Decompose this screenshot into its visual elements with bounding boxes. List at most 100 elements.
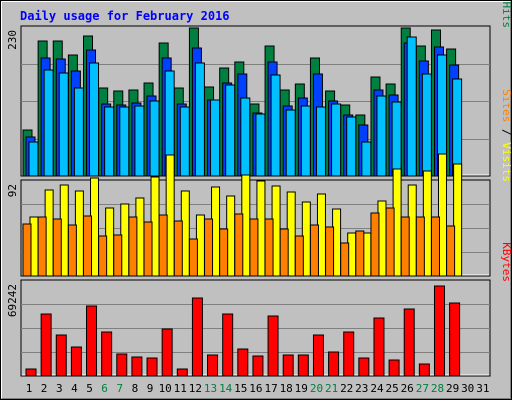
- bar-sites: [67, 224, 77, 277]
- day-label: 22: [340, 382, 353, 395]
- bar-pages: [331, 103, 342, 177]
- panel-y-label: KBytes: [500, 242, 512, 282]
- bar-kbytes: [388, 359, 400, 377]
- bar-kbytes: [55, 334, 67, 377]
- series-pages: [28, 36, 463, 177]
- day-label: 17: [264, 382, 277, 395]
- day-label: 31: [476, 382, 489, 395]
- bar-pages: [119, 106, 130, 177]
- bar-sites: [83, 215, 93, 277]
- bar-pages: [73, 87, 84, 177]
- bar-kbytes: [373, 317, 385, 377]
- bar-pages: [452, 78, 463, 177]
- bar-kbytes: [176, 368, 188, 377]
- bar-sites: [400, 216, 410, 277]
- day-label: 23: [355, 382, 368, 395]
- bar-pages: [270, 74, 281, 177]
- bar-sites: [22, 223, 32, 277]
- bar-pages: [315, 106, 326, 177]
- bar-sites: [340, 242, 350, 277]
- day-label: 30: [461, 382, 474, 395]
- bar-pages: [43, 69, 54, 177]
- panel-y-label: Sites / Visits: [500, 89, 512, 182]
- bar-pages: [28, 141, 39, 177]
- bar-kbytes: [449, 302, 461, 377]
- y-label-part: Hits: [500, 2, 512, 29]
- day-label: 16: [249, 382, 262, 395]
- day-label: 12: [189, 382, 202, 395]
- bar-pages: [58, 72, 69, 177]
- bar-kbytes: [312, 334, 324, 377]
- bar-kbytes: [131, 356, 143, 377]
- bar-kbytes: [101, 331, 113, 377]
- bar-pages: [376, 95, 387, 177]
- day-label: 7: [116, 382, 123, 395]
- bar-kbytes: [161, 328, 173, 377]
- bar-kbytes: [252, 355, 264, 377]
- bar-sites: [52, 218, 62, 277]
- bar-sites: [279, 228, 289, 277]
- series-kbytes: [25, 285, 461, 377]
- bar-kbytes: [222, 313, 234, 377]
- bar-pages: [406, 36, 417, 177]
- bar-pages: [300, 105, 311, 177]
- bar-sites: [385, 207, 395, 277]
- bar-kbytes: [25, 368, 37, 377]
- bar-kbytes: [403, 308, 415, 377]
- bar-sites: [325, 226, 335, 277]
- max-value-label: 230: [6, 30, 19, 50]
- bar-pages: [179, 106, 190, 177]
- day-label: 4: [71, 382, 78, 395]
- chart-panels: 230 Pages / Files / Hits 92 Sites / Visits 6…: [6, 0, 512, 377]
- panel-y-label: Pages / Files / Hits: [500, 0, 512, 28]
- day-label: 8: [132, 382, 139, 395]
- bar-sites: [249, 218, 259, 277]
- bar-kbytes: [358, 357, 370, 377]
- bar-kbytes: [282, 354, 294, 377]
- bar-visits: [437, 153, 447, 277]
- day-label: 11: [174, 382, 187, 395]
- bar-pages: [285, 109, 296, 177]
- bar-pages: [210, 99, 221, 177]
- bar-sites: [415, 216, 425, 277]
- panel-hits_files_pages: 230 Pages / Files / Hits: [6, 0, 512, 177]
- chart-title: Daily usage for February 2016: [20, 9, 230, 23]
- bar-kbytes: [297, 354, 309, 377]
- bar-kbytes: [116, 353, 128, 377]
- bar-sites: [98, 235, 108, 277]
- bar-visits: [453, 163, 463, 277]
- bar-pages: [346, 116, 357, 177]
- y-label-part: KBytes: [500, 242, 512, 282]
- bar-sites: [37, 216, 47, 277]
- day-label: 1: [26, 382, 33, 395]
- day-label: 19: [295, 382, 308, 395]
- bar-sites: [264, 218, 274, 277]
- day-label: 21: [325, 382, 338, 395]
- bar-pages: [255, 113, 266, 177]
- bar-kbytes: [433, 285, 445, 377]
- bar-kbytes: [328, 351, 340, 377]
- bar-sites: [309, 224, 319, 277]
- day-label: 5: [86, 382, 93, 395]
- panel-kbytes: 69242 KBytes: [6, 242, 512, 377]
- bar-sites: [370, 212, 380, 277]
- bar-pages: [225, 84, 236, 177]
- bar-sites: [204, 218, 214, 277]
- bar-sites: [113, 234, 123, 277]
- day-label: 20: [310, 382, 323, 395]
- bar-pages: [361, 141, 372, 177]
- x-axis-day-labels: 1 2 3 4 5 6 7 8 9 10 11 12 13 14 15 16 17 18 19 20 21 22 23 24 2…: [26, 382, 490, 395]
- bar-kbytes: [207, 354, 219, 377]
- day-label: 9: [147, 382, 154, 395]
- bar-sites: [128, 216, 138, 277]
- bar-kbytes: [418, 363, 430, 377]
- panel-visits_sites: 92 Sites / Visits: [6, 89, 512, 277]
- y-label-part: /: [500, 122, 512, 142]
- day-label: 27: [416, 382, 429, 395]
- bar-sites: [173, 220, 183, 277]
- bar-sites: [355, 230, 365, 277]
- bar-pages: [104, 106, 115, 177]
- max-value-label: 92: [6, 184, 19, 197]
